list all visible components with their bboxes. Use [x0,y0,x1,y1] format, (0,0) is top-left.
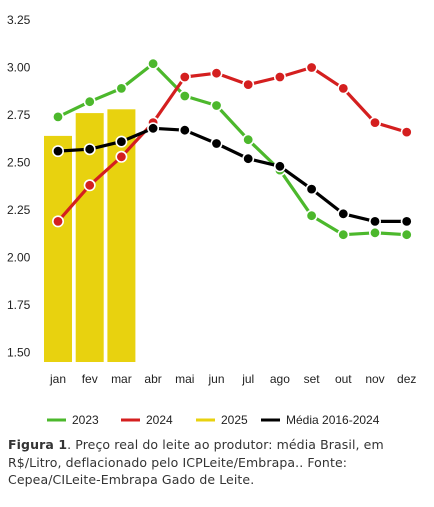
point-2024-out [337,82,350,95]
x-tick-label: abr [144,372,161,386]
y-tick-label: 3.25 [7,13,31,27]
point-2023-jun [210,99,223,112]
point-2023-nov [368,226,381,239]
y-tick-label: 1.50 [7,346,31,360]
point-m-dia-2016-2024-mar [115,135,128,148]
point-2023-mar [115,82,128,95]
point-2023-jul [242,133,255,146]
point-m-dia-2016-2024-mai [178,124,191,137]
x-tick-label: jan [49,372,66,386]
point-2023-fev [83,95,96,108]
line-series [51,57,413,241]
caption-text: . Preço real do leite ao produtor: média… [8,437,384,487]
point-2024-dez [400,126,413,139]
x-tick-label: fev [82,372,98,386]
legend-label-2023: 2023 [72,413,99,427]
y-tick-label: 2.50 [7,156,31,170]
point-m-dia-2016-2024-abr [147,122,160,135]
point-m-dia-2016-2024-jan [51,145,64,158]
point-m-dia-2016-2024-ago [273,160,286,173]
point-2023-jan [51,110,64,123]
y-tick-label: 2.00 [7,251,31,265]
x-tick-label: nov [365,372,384,386]
x-tick-label: dez [397,372,416,386]
point-m-dia-2016-2024-jun [210,137,223,150]
point-2024-set [305,61,318,74]
point-2024-mar [115,150,128,163]
x-axis-ticks: jan fev mar abr mai jun jul ago set out nov dez [49,372,416,386]
legend-label-2025: 2025 [221,413,248,427]
y-tick-label: 1.75 [7,298,31,312]
point-m-dia-2016-2024-jul [242,152,255,165]
figure-caption: Figura 1. Preço real do leite ao produto… [8,436,432,489]
x-tick-label: jul [241,372,254,386]
point-2024-jan [51,215,64,228]
point-m-dia-2016-2024-set [305,183,318,196]
point-2024-ago [273,71,286,84]
point-m-dia-2016-2024-dez [400,215,413,228]
point-2023-abr [147,57,160,70]
y-tick-label: 2.25 [7,203,31,217]
point-m-dia-2016-2024-nov [368,215,381,228]
legend-label-2024: 2024 [146,413,173,427]
point-2024-fev [83,179,96,192]
point-m-dia-2016-2024-out [337,207,350,220]
point-2024-jul [242,78,255,91]
y-tick-label: 2.75 [7,108,31,122]
x-tick-label: ago [270,372,290,386]
milk-price-chart: 1.501.752.002.252.502.753.003.25 jan fev m… [7,13,416,427]
x-tick-label: jun [207,372,224,386]
point-2024-mai [178,71,191,84]
point-2023-dez [400,228,413,241]
legend: 2023 2024 2025 Média 2016-2024 [47,413,380,427]
series-line-2024 [56,65,409,223]
y-axis-ticks: 1.50 1.75 2.00 2.25 2.50 2.75 3.00 3.25 [7,13,31,360]
point-2024-nov [368,116,381,129]
x-tick-label: mai [175,372,194,386]
caption-label: Figura 1 [8,437,68,452]
point-2024-jun [210,67,223,80]
point-2023-set [305,209,318,222]
bar-2025-jan [44,135,72,362]
x-tick-label: set [304,372,321,386]
point-2023-out [337,228,350,241]
x-tick-label: mar [111,372,132,386]
point-2023-mai [178,90,191,103]
y-tick-label: 3.00 [7,61,31,75]
legend-label-m-dia-2016-2024: Média 2016-2024 [286,413,380,427]
point-m-dia-2016-2024-fev [83,143,96,156]
x-tick-label: out [335,372,352,386]
